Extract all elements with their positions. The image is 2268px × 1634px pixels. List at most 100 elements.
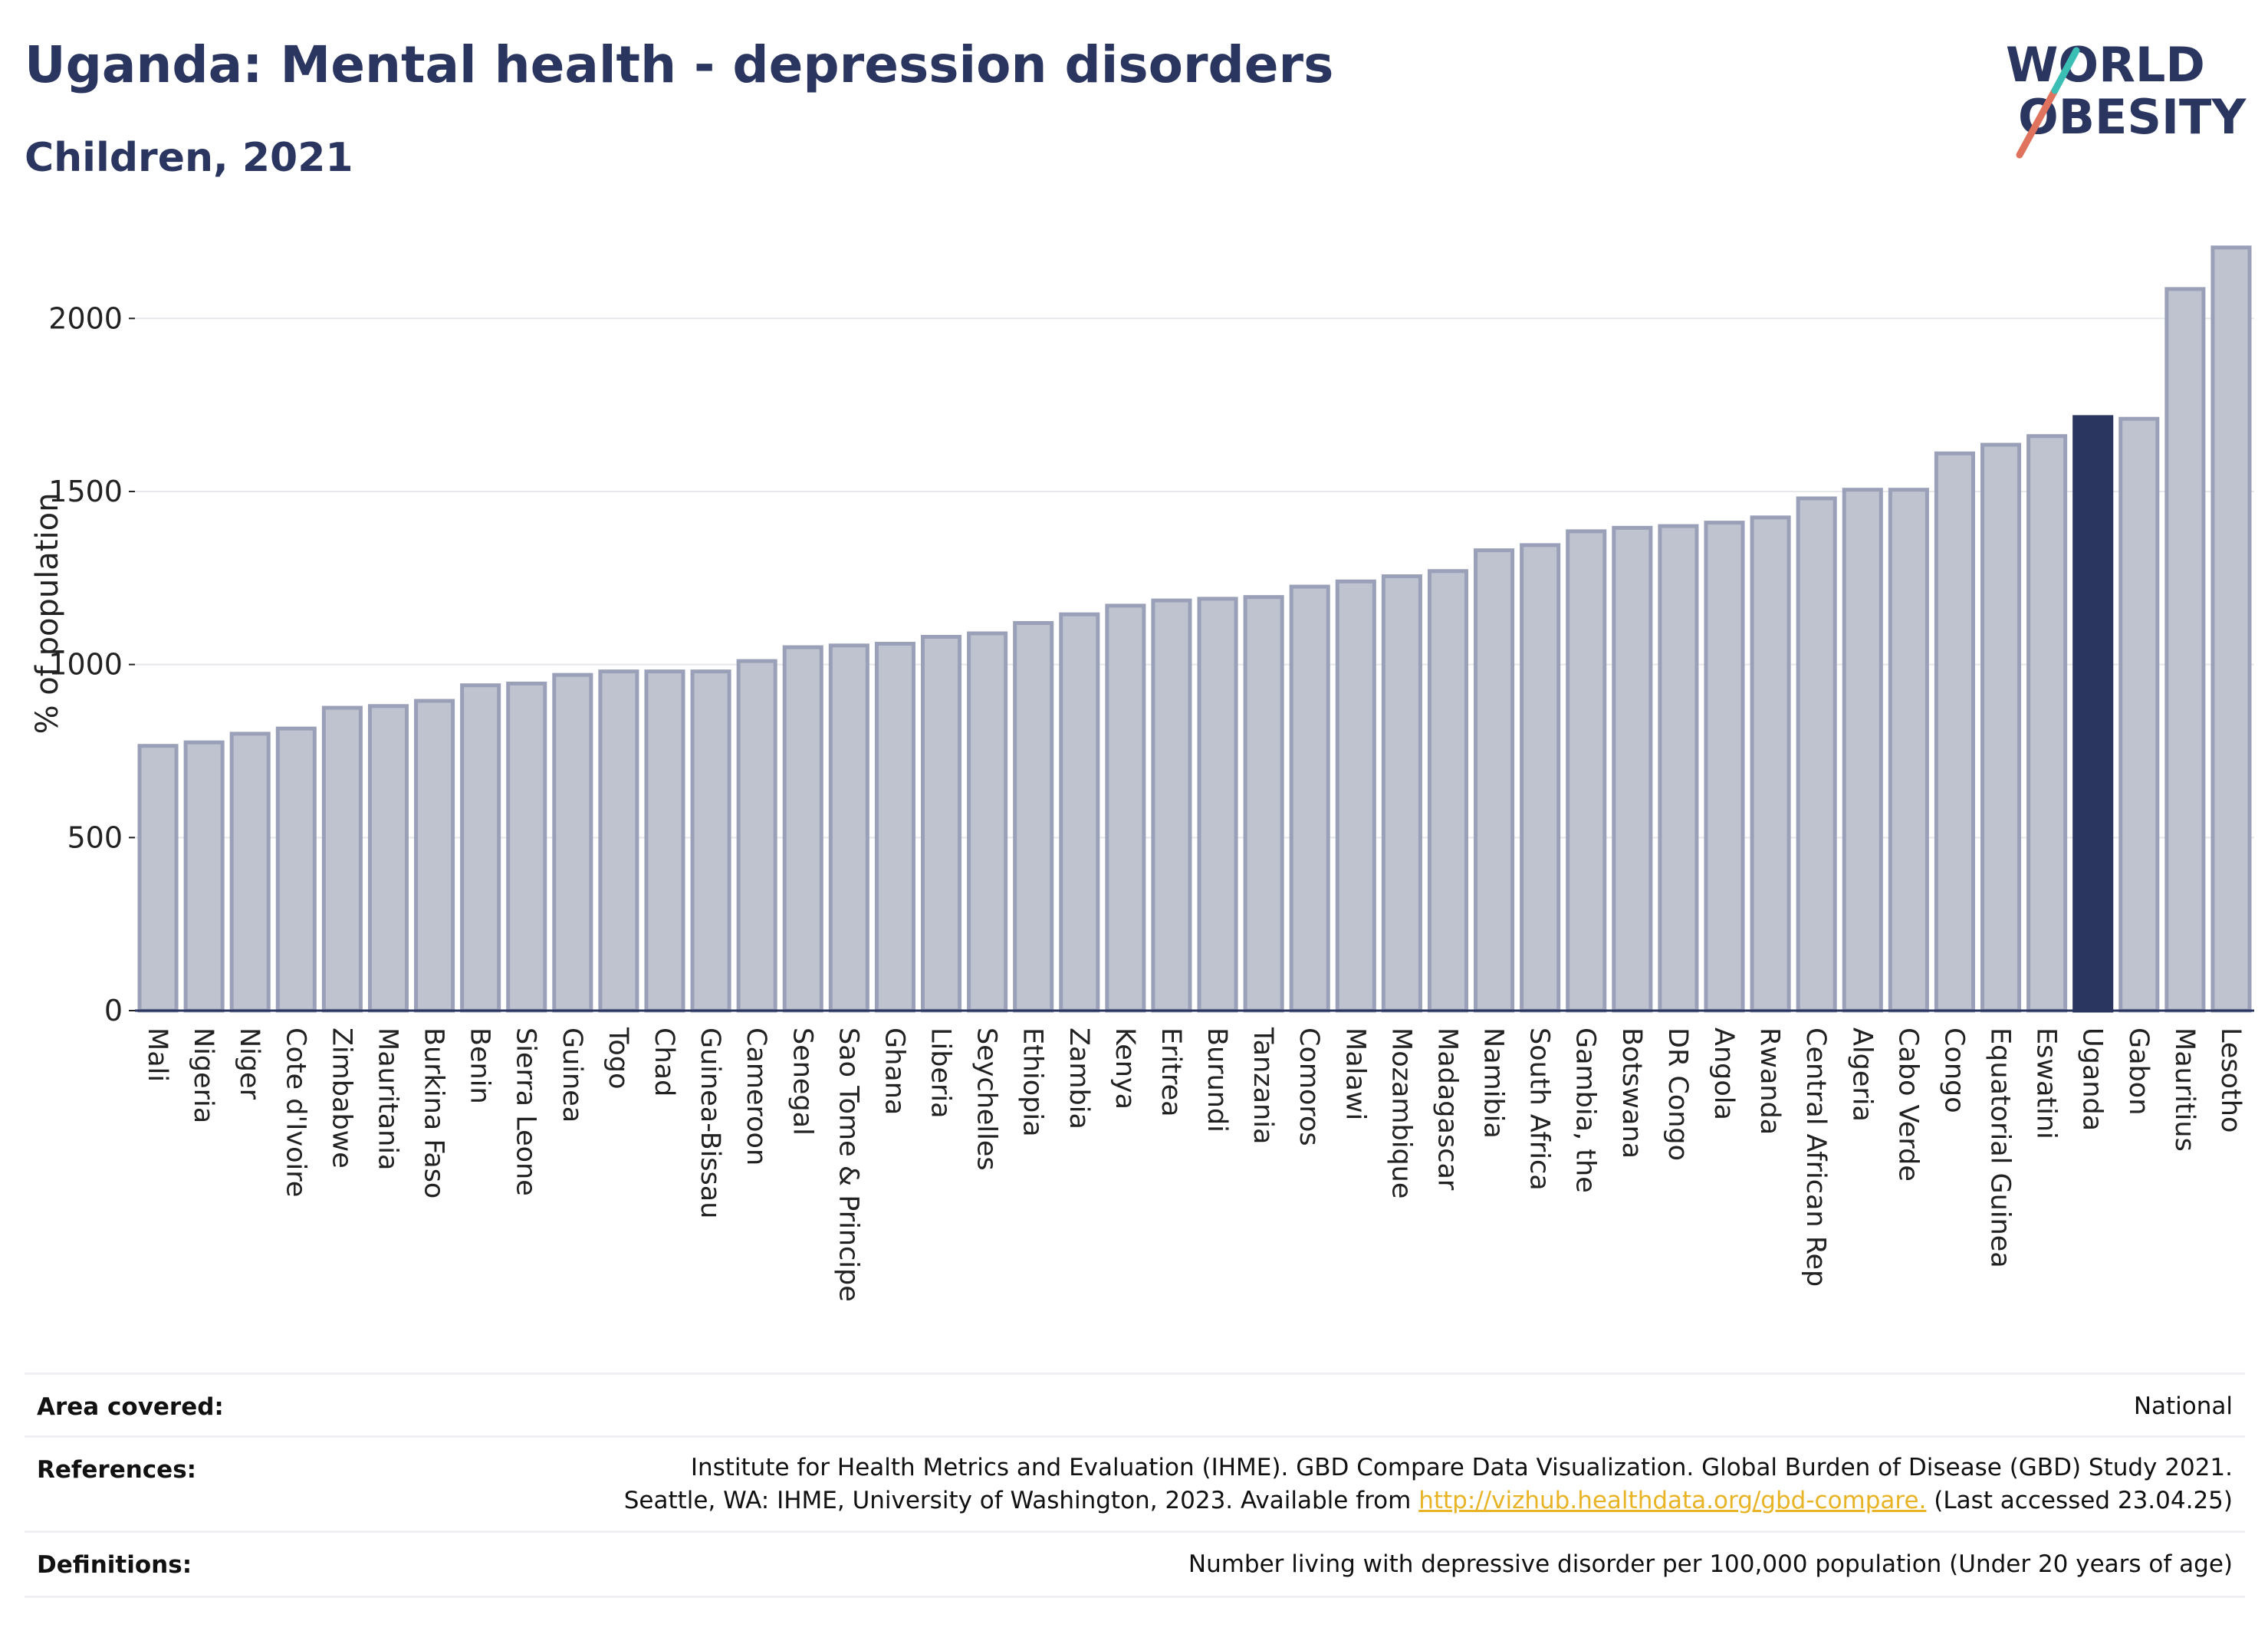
bar-lesotho [2210, 245, 2252, 1013]
x-tick-label: Cote d'Ivoire [280, 1027, 311, 1197]
page-title: Uganda: Mental health - depression disor… [25, 35, 1334, 94]
y-tick-label: 0 [104, 994, 123, 1027]
bar-liberia [920, 635, 962, 1013]
bar-comoros [1289, 584, 1330, 1013]
bar-equatorial-guinea [1980, 442, 2022, 1013]
y-axis-ticks: 0 500 1000 1500 2000 [48, 301, 135, 1027]
x-tick-label: Ghana [879, 1027, 909, 1115]
bar-guinea-bissau [690, 669, 731, 1013]
bar-congo [1934, 451, 1975, 1013]
x-tick-label: Burundi [1201, 1027, 1232, 1133]
y-axis-label: % of population [30, 493, 65, 735]
y-tick-label: 500 [67, 820, 123, 854]
logo-slash-red [2016, 87, 2059, 159]
bar-mauritania [367, 704, 409, 1013]
bar-chad [644, 669, 685, 1013]
bar-central-african-rep [1796, 496, 1837, 1013]
bar-chart: 0 500 1000 1500 2000 Mali Nigeria Niger Cote d'… [30, 245, 2254, 1302]
bar-south-africa [1520, 543, 1561, 1013]
definitions-row: Definitions: Number living with depressi… [25, 1530, 2245, 1598]
x-tick-label: Botswana [1616, 1027, 1647, 1159]
x-tick-label: Gabon [2123, 1027, 2154, 1115]
logo-text-top: WORLD [2006, 37, 2205, 93]
x-tick-label: Mali [142, 1027, 173, 1082]
bar-cameroon [736, 659, 777, 1013]
x-tick-label: Lesotho [2215, 1027, 2246, 1133]
x-tick-label: South Africa [1524, 1027, 1555, 1191]
x-tick-label: Tanzania [1247, 1027, 1278, 1144]
x-tick-label: Sierra Leone [511, 1027, 541, 1196]
bar-nigeria [183, 740, 225, 1013]
bar-ethiopia [1013, 620, 1054, 1013]
logo-text-bottom: OBESITY [2018, 89, 2247, 145]
world-obesity-logo: WORLD OBESITY [2006, 37, 2247, 159]
x-tick-label: Kenya [1109, 1027, 1140, 1110]
references-label: References: [37, 1456, 197, 1484]
area-label: Area covered: [37, 1393, 224, 1421]
x-tick-label: Comoros [1293, 1027, 1324, 1146]
bar-tanzania [1243, 595, 1284, 1013]
x-tick-label: Ethiopia [1017, 1027, 1048, 1137]
page-subtitle: Children, 2021 [25, 135, 353, 181]
x-tick-label: Equatorial Guinea [1985, 1027, 2016, 1268]
x-tick-label: Liberia [925, 1027, 956, 1119]
bar-mauritius [2164, 287, 2206, 1013]
bar-cote-d-ivoire [275, 726, 317, 1013]
x-tick-label: Guinea-Bissau [695, 1027, 725, 1218]
x-tick-label: Uganda [2077, 1027, 2108, 1131]
bar-uganda [2072, 415, 2114, 1013]
bar-benin [460, 683, 501, 1013]
bar-rwanda [1750, 515, 1791, 1013]
bar-algeria [1842, 488, 1883, 1013]
x-tick-label: Zambia [1063, 1027, 1094, 1129]
bar-togo [598, 669, 639, 1013]
bar-madagascar [1427, 569, 1469, 1013]
x-tick-label: Guinea [557, 1027, 587, 1123]
x-tick-label: Central African Rep [1800, 1027, 1831, 1287]
references-value: Institute for Health Metrics and Evaluat… [624, 1452, 2233, 1517]
bar-gambia-the [1566, 529, 1607, 1013]
bar-kenya [1105, 603, 1146, 1013]
x-tick-label: Seychelles [971, 1027, 1002, 1171]
x-tick-label: Malawi [1339, 1027, 1370, 1120]
bar-angola [1704, 521, 1745, 1013]
x-tick-label: Congo [1938, 1027, 1969, 1113]
bar-mali [137, 744, 179, 1013]
bar-gabon [2118, 416, 2160, 1013]
x-tick-label: Benin [465, 1027, 495, 1104]
references-line-2-suffix: (Last accessed 23.04.25) [1926, 1487, 2233, 1514]
references-row: References: Institute for Health Metrics… [25, 1435, 2245, 1533]
x-tick-label: Zimbabwe [326, 1027, 357, 1169]
bar-mozambique [1381, 574, 1422, 1013]
y-tick-label: 1000 [48, 648, 123, 682]
x-tick-label: Chad [649, 1027, 679, 1096]
references-line-1: Institute for Health Metrics and Evaluat… [690, 1454, 2233, 1481]
bar-niger [229, 732, 271, 1013]
x-tick-label: Senegal [787, 1027, 817, 1136]
x-axis-ticks: Mali Nigeria Niger Cote d'Ivoire Zimbabwe Mau… [142, 1027, 2246, 1302]
bar-zimbabwe [321, 705, 363, 1013]
bar-seychelles [967, 631, 1008, 1013]
x-tick-label: Eswatini [2031, 1027, 2062, 1139]
bar-burkina-faso [414, 699, 455, 1013]
x-tick-label: Mozambique [1385, 1027, 1416, 1198]
bar-malawi [1335, 579, 1376, 1013]
x-tick-label: DR Congo [1662, 1027, 1693, 1161]
x-tick-label: Burkina Faso [419, 1027, 449, 1198]
bar-ghana [874, 642, 915, 1013]
y-tick-label: 1500 [48, 475, 123, 508]
references-link[interactable]: http://vizhub.healthdata.org/gbd-compare… [1418, 1487, 1927, 1514]
x-tick-label: Angola [1708, 1027, 1739, 1120]
bar-dr-congo [1658, 524, 1699, 1013]
x-tick-label: Madagascar [1431, 1027, 1462, 1191]
bar-cabo-verde [1888, 488, 1929, 1013]
x-tick-label: Gambia, the [1570, 1027, 1601, 1193]
x-tick-label: Nigeria [188, 1027, 219, 1123]
logo-slash-teal [2051, 47, 2080, 94]
bar-zambia [1059, 612, 1100, 1013]
x-tick-label: Eritrea [1155, 1027, 1186, 1117]
bar-burundi [1197, 597, 1238, 1013]
x-tick-label: Rwanda [1754, 1027, 1785, 1135]
y-tick-label: 2000 [48, 301, 123, 335]
references-line-2-text: Seattle, WA: IHME, University of Washing… [623, 1487, 1419, 1514]
